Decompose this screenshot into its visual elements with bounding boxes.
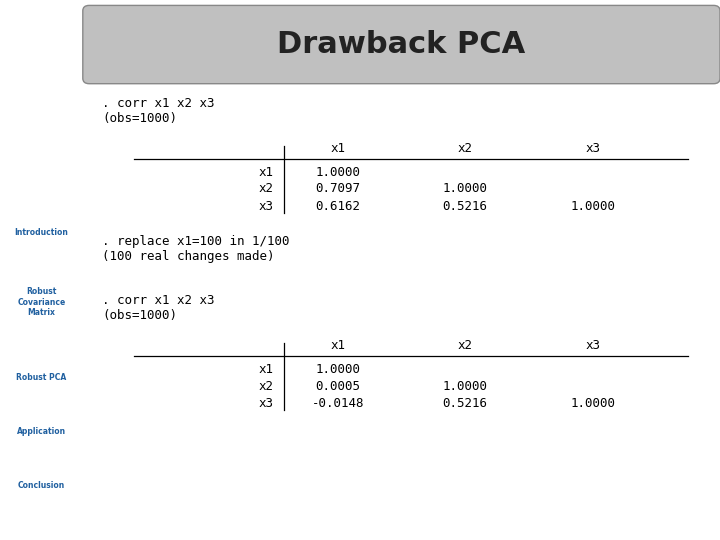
Text: 1.0000: 1.0000 (443, 183, 487, 195)
Text: 1.0000: 1.0000 (315, 363, 360, 376)
Text: x1: x1 (259, 363, 274, 376)
Text: 1.0000: 1.0000 (570, 200, 615, 213)
Text: Drawback PCA: Drawback PCA (277, 30, 526, 59)
Text: 0.5216: 0.5216 (443, 397, 487, 410)
Circle shape (17, 0, 66, 308)
Text: x1: x1 (330, 339, 345, 352)
Text: . replace x1=100 in 1/100
(100 real changes made): . replace x1=100 in 1/100 (100 real chan… (102, 235, 289, 263)
Text: x3: x3 (585, 339, 600, 352)
Circle shape (10, 0, 73, 270)
Text: x3: x3 (259, 200, 274, 213)
Text: 0.7097: 0.7097 (315, 183, 360, 195)
Text: 1.0000: 1.0000 (443, 380, 487, 393)
Text: Application: Application (17, 428, 66, 436)
Text: x2: x2 (259, 380, 274, 393)
Text: 0.0005: 0.0005 (315, 380, 360, 393)
Text: -0.0148: -0.0148 (312, 397, 364, 410)
Text: 0.6162: 0.6162 (315, 200, 360, 213)
Text: x1: x1 (330, 142, 345, 155)
Text: x2: x2 (458, 142, 472, 155)
Text: 0.5216: 0.5216 (443, 200, 487, 213)
Text: Introduction: Introduction (14, 228, 68, 237)
Text: x2: x2 (458, 339, 472, 352)
Text: x2: x2 (259, 183, 274, 195)
Text: . corr x1 x2 x3
(obs=1000): . corr x1 x2 x3 (obs=1000) (102, 97, 215, 125)
Text: Conclusion: Conclusion (18, 482, 65, 490)
Text: 1.0000: 1.0000 (570, 397, 615, 410)
Text: Robust
Covariance
Matrix: Robust Covariance Matrix (17, 287, 66, 318)
Text: x3: x3 (259, 397, 274, 410)
Text: x3: x3 (585, 142, 600, 155)
Text: x1: x1 (259, 166, 274, 179)
Text: . corr x1 x2 x3
(obs=1000): . corr x1 x2 x3 (obs=1000) (102, 294, 215, 322)
FancyBboxPatch shape (83, 5, 720, 84)
Text: 1.0000: 1.0000 (315, 166, 360, 179)
Text: Robust PCA: Robust PCA (17, 374, 66, 382)
